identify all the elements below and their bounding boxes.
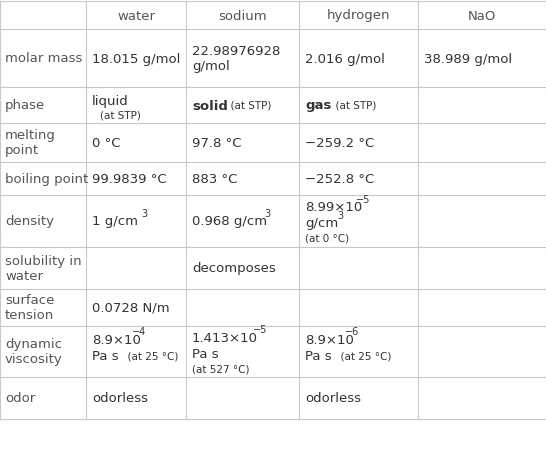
Text: 0 °C: 0 °C — [92, 137, 121, 149]
Text: 3: 3 — [141, 208, 147, 218]
Text: water: water — [117, 10, 155, 22]
Text: molar mass: molar mass — [5, 52, 82, 65]
Text: odorless: odorless — [92, 392, 148, 405]
Text: sodium: sodium — [218, 10, 267, 22]
Text: decomposes: decomposes — [192, 262, 276, 275]
Text: 8.99×10: 8.99×10 — [305, 201, 362, 214]
Text: 8.9×10: 8.9×10 — [305, 333, 354, 346]
Text: Pa s: Pa s — [305, 349, 331, 362]
Text: (at 527 °C): (at 527 °C) — [192, 364, 250, 374]
Text: melting
point: melting point — [5, 129, 56, 157]
Text: gas: gas — [305, 99, 331, 112]
Text: NaO: NaO — [468, 10, 496, 22]
Text: 97.8 °C: 97.8 °C — [192, 137, 241, 149]
Text: solubility in
water: solubility in water — [5, 255, 81, 282]
Text: −252.8 °C: −252.8 °C — [305, 173, 374, 186]
Text: −259.2 °C: −259.2 °C — [305, 137, 374, 149]
Text: 883 °C: 883 °C — [192, 173, 238, 186]
Text: odorless: odorless — [305, 392, 361, 405]
Text: liquid: liquid — [92, 94, 129, 107]
Text: solid: solid — [192, 99, 228, 112]
Text: 0.968 g/cm: 0.968 g/cm — [192, 215, 267, 228]
Text: (at STP): (at STP) — [224, 101, 271, 111]
Text: 8.9×10: 8.9×10 — [92, 333, 141, 346]
Text: (at 25 °C): (at 25 °C) — [334, 351, 391, 361]
Text: −4: −4 — [132, 327, 146, 337]
Text: (at STP): (at STP) — [100, 111, 141, 121]
Text: g/cm: g/cm — [305, 217, 339, 230]
Text: 1.413×10: 1.413×10 — [192, 331, 258, 344]
Text: −6: −6 — [345, 327, 359, 337]
Text: 2.016 g/mol: 2.016 g/mol — [305, 52, 385, 65]
Text: (at 0 °C): (at 0 °C) — [305, 234, 349, 244]
Text: odor: odor — [5, 392, 35, 405]
Text: dynamic
viscosity: dynamic viscosity — [5, 338, 63, 366]
Text: hydrogen: hydrogen — [327, 10, 390, 22]
Text: 99.9839 °C: 99.9839 °C — [92, 173, 167, 186]
Text: −5: −5 — [253, 325, 268, 335]
Text: 38.989 g/mol: 38.989 g/mol — [424, 52, 512, 65]
Text: boiling point: boiling point — [5, 173, 88, 186]
Text: (at STP): (at STP) — [329, 101, 376, 111]
Text: 22.98976928
g/mol: 22.98976928 g/mol — [192, 45, 281, 73]
Text: (at 25 °C): (at 25 °C) — [121, 351, 179, 361]
Text: Pa s: Pa s — [192, 347, 218, 360]
Text: 18.015 g/mol: 18.015 g/mol — [92, 52, 180, 65]
Text: 0.0728 N/m: 0.0728 N/m — [92, 301, 170, 314]
Text: 3: 3 — [264, 208, 270, 218]
Text: surface
tension: surface tension — [5, 294, 55, 322]
Text: 3: 3 — [337, 210, 343, 220]
Text: phase: phase — [5, 99, 45, 112]
Text: density: density — [5, 215, 54, 228]
Text: 1 g/cm: 1 g/cm — [92, 215, 138, 228]
Text: −5: −5 — [356, 195, 370, 205]
Text: Pa s: Pa s — [92, 349, 118, 362]
